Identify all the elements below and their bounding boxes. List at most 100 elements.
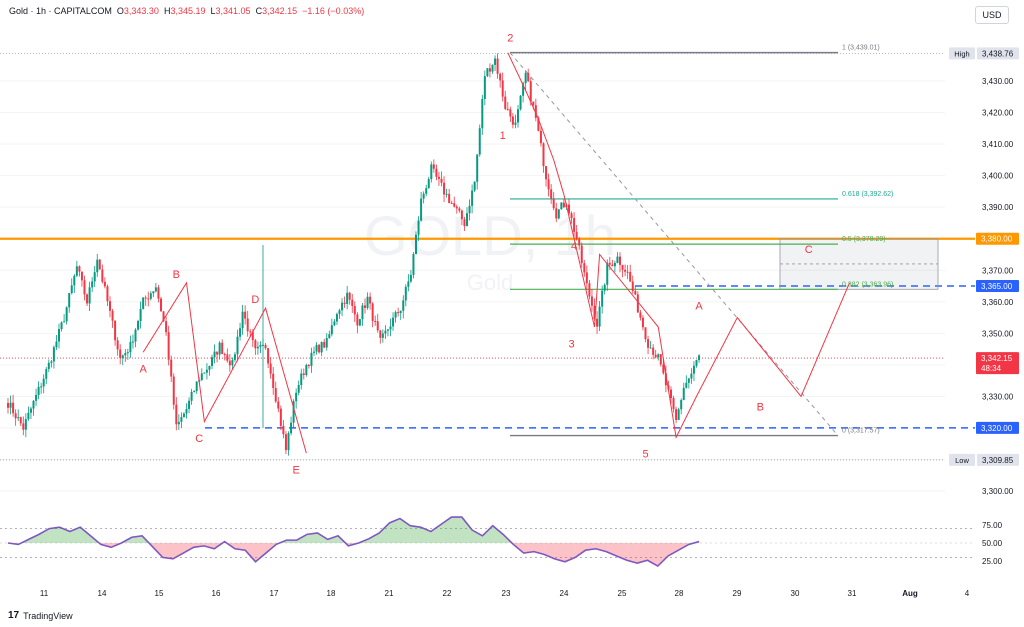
candle-body	[386, 329, 389, 331]
candle-body	[218, 342, 221, 355]
currency-button[interactable]: USD	[975, 6, 1009, 24]
candle-body	[578, 239, 581, 246]
candle-body	[323, 341, 326, 348]
candle-body	[244, 311, 247, 319]
drawing-lines: 1 (3,439.01) 0.618 (3,392.62) 0.5 (3,378.2…	[0, 45, 975, 437]
candle-body	[160, 298, 162, 312]
candle-body	[611, 264, 614, 267]
candle-body	[98, 259, 101, 270]
candle-body	[539, 130, 542, 144]
candle-body	[588, 283, 591, 297]
candle-body	[524, 72, 527, 84]
wave-label: D	[251, 294, 259, 306]
candle-body	[124, 353, 127, 356]
rsi-fill-segment	[173, 543, 184, 559]
rsi-tick-label: 25.00	[982, 557, 1003, 566]
candle-body	[682, 387, 685, 401]
high-label: H	[163, 6, 171, 16]
candle-body	[529, 81, 532, 102]
candle-body	[634, 290, 637, 295]
candle-body	[167, 332, 170, 360]
level-price-label: 3,438.76	[982, 49, 1014, 58]
wave-label: 5	[642, 449, 648, 461]
rsi-tick-label: 75.00	[982, 521, 1003, 530]
price-tag-label: 3,320.00	[981, 424, 1013, 433]
candle-body	[570, 213, 573, 219]
candle-body	[692, 365, 695, 374]
grid	[0, 53, 945, 492]
candle-body	[404, 286, 407, 301]
candle-body	[7, 403, 9, 408]
rsi-fill-segment	[162, 543, 174, 559]
candle-body	[9, 402, 12, 408]
rsi-fill-segment	[647, 543, 658, 567]
candle-body	[458, 208, 461, 211]
candle-body	[251, 331, 254, 341]
wave-label: 3	[568, 338, 574, 350]
candle-body	[17, 417, 20, 419]
candle-body	[83, 280, 86, 295]
candle-body	[149, 293, 152, 299]
candle-body	[603, 284, 606, 291]
symbol-info[interactable]: Gold · 1h · CAPITALCOM	[9, 6, 112, 16]
rsi-fill-segment	[606, 543, 617, 556]
rsi-fill-segment	[389, 518, 400, 543]
candle-body	[445, 193, 448, 195]
candle-body	[12, 402, 15, 414]
candle-body	[134, 329, 137, 342]
tradingview-brand[interactable]: 17 TradingView	[8, 610, 73, 621]
time-axis[interactable]: 11 14 15 16 17 18 21 22 23 24 25 28 29 30 31 Aug 4	[40, 589, 970, 598]
candle-body	[249, 331, 252, 333]
candle-body	[310, 352, 313, 366]
candle-body	[131, 341, 134, 343]
time-tick-label: 22	[443, 589, 452, 598]
candle-body	[562, 202, 565, 208]
candle-body	[432, 164, 435, 169]
rsi-fill-segment	[38, 528, 50, 543]
candle-body	[170, 359, 173, 377]
fib-level-label: 0.382 (3,363.96)	[842, 281, 893, 288]
candle-body	[58, 329, 60, 342]
time-tick-label: 21	[385, 589, 394, 598]
candle-body	[399, 310, 402, 314]
candle-body	[157, 287, 160, 299]
wave-abcde-path	[142, 281, 307, 454]
candle-body	[636, 294, 639, 313]
candle-body	[647, 339, 650, 348]
candle-body	[601, 290, 604, 307]
candle-body	[211, 357, 213, 366]
close-value: 3,342.15	[262, 6, 298, 16]
candle-body	[476, 154, 479, 182]
candle-body	[537, 117, 540, 131]
candle-body	[305, 364, 308, 376]
candle-body	[190, 391, 193, 401]
candle-body	[284, 434, 287, 451]
candle-body	[119, 349, 122, 358]
candle-body	[282, 425, 285, 435]
price-axis[interactable]: 3,300.003,310.003,320.003,330.003,340.00…	[949, 47, 1019, 496]
rsi-fill-segment	[637, 543, 648, 564]
candle-body	[488, 68, 491, 72]
candle-body	[241, 311, 244, 329]
candle-body	[320, 341, 323, 353]
price-tick-label: 3,410.00	[982, 140, 1014, 149]
candle-body	[246, 318, 249, 332]
candle-body	[333, 321, 336, 326]
candle-body	[417, 220, 420, 235]
time-tick-label: 15	[155, 589, 164, 598]
price-tag-label: 3,380.00	[981, 235, 1013, 244]
candle-body	[185, 408, 188, 414]
price-tag-label: 3,342.15	[981, 354, 1013, 363]
time-tick-label: Aug	[902, 589, 918, 598]
rsi-fill-segment	[441, 517, 452, 543]
candle-body	[292, 401, 295, 423]
candle-body	[499, 73, 502, 81]
bar-countdown-label: 48:34	[981, 364, 1002, 373]
wave-label: 1	[500, 130, 506, 142]
level-price-tag	[977, 47, 1019, 60]
candle-body	[80, 271, 83, 281]
rsi-fill-segment	[410, 525, 421, 543]
candle-body	[93, 272, 96, 282]
candle-body	[200, 373, 203, 380]
